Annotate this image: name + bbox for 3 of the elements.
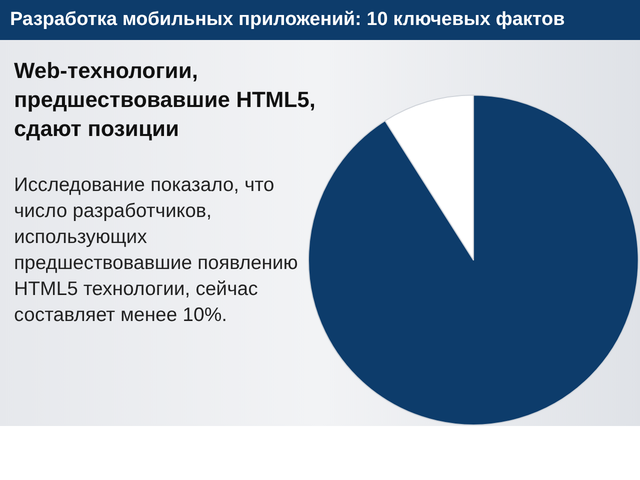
- text: Исследование показало, что число разработчиков, использующих предшествовавшие появлению HTML5 технологии, сейчас составляет менее 10%.: [14, 173, 299, 328]
- chart-title: Разработка мобильных приложений: 10 ключевых фактов: [0, 0, 640, 40]
- chart-subtitle: Web-технологии, предшествовавшие HTML5, сдают позиции: [14, 57, 317, 143]
